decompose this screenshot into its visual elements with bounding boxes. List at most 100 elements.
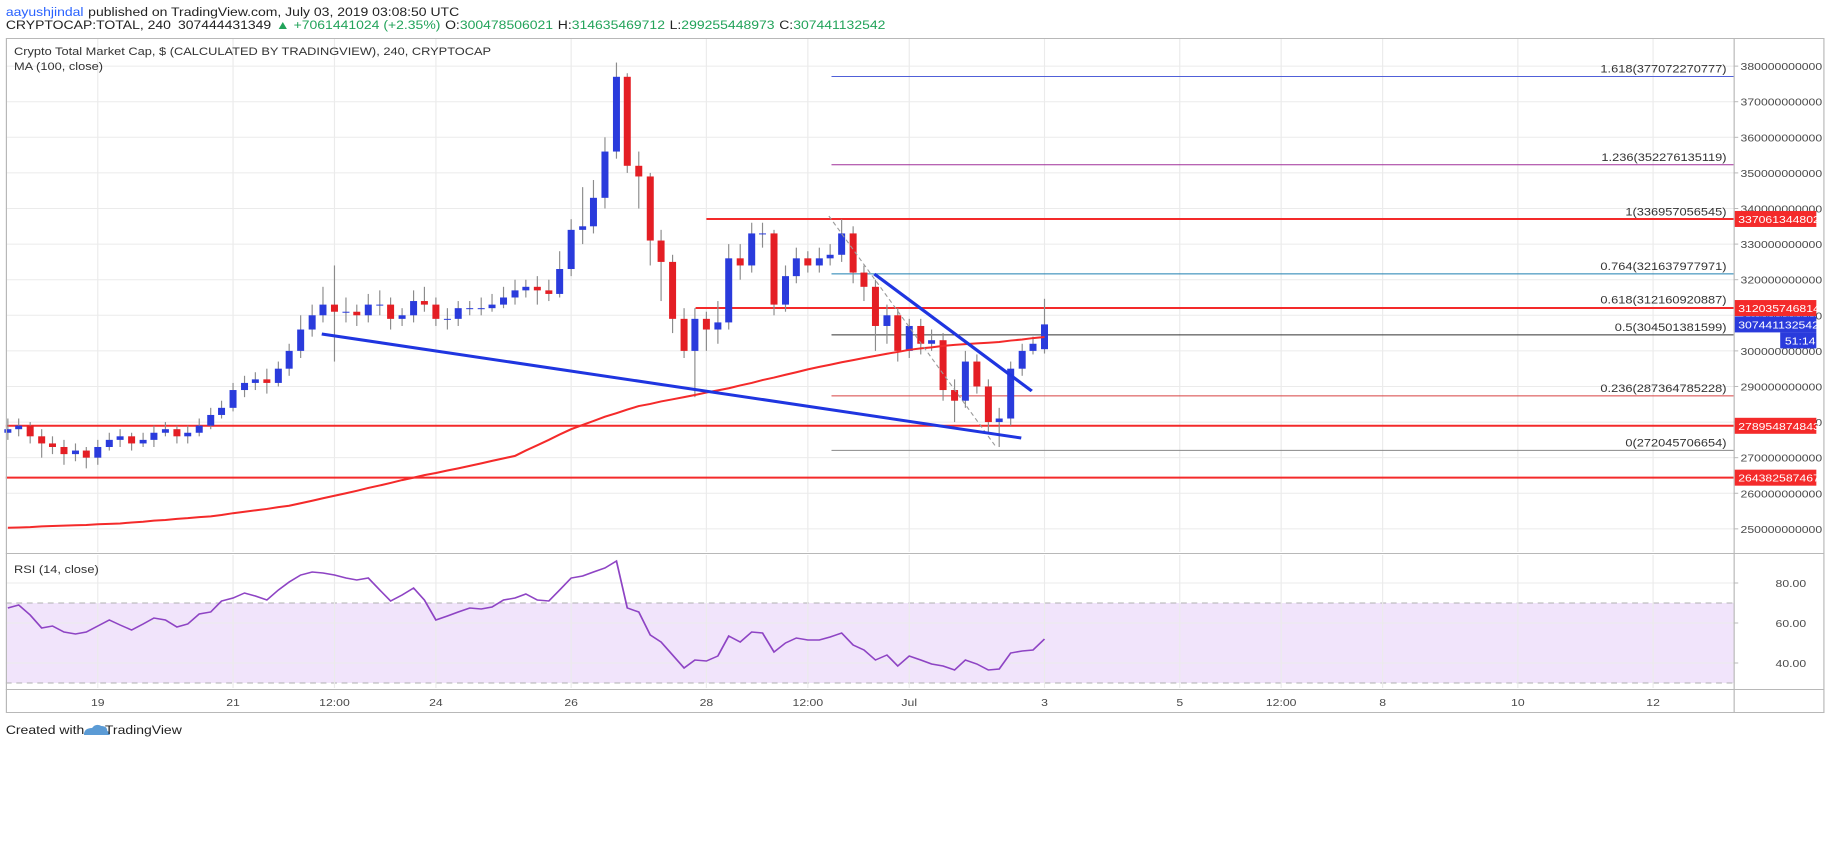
- level-tag: [1734, 417, 1817, 434]
- x-tick-label: 5: [1176, 698, 1183, 709]
- candle-body: [82, 450, 90, 458]
- candle-body: [330, 304, 338, 312]
- y-tick-label: 60.00: [1776, 619, 1807, 630]
- candle-body: [522, 286, 530, 291]
- candle-body: [612, 76, 620, 152]
- price-label: 307441132542: [1738, 320, 1819, 331]
- y-tick-label: 320000000000: [1741, 275, 1823, 286]
- countdown-tag: [1780, 332, 1817, 349]
- candle-body: [229, 390, 237, 408]
- candle-body: [94, 446, 102, 458]
- candle-body: [579, 226, 587, 230]
- x-tick-label: 26: [564, 698, 578, 709]
- x-tick-label: 10: [1511, 698, 1525, 709]
- candle-body: [1018, 350, 1026, 369]
- candle-body: [297, 329, 305, 351]
- rsi-band: [5, 603, 1734, 683]
- candle-body: [454, 308, 462, 319]
- candle-body: [714, 322, 722, 330]
- candle-body: [601, 151, 609, 198]
- candle-body: [38, 436, 46, 444]
- candle-body: [26, 425, 34, 437]
- candle-body: [623, 76, 631, 166]
- candle-body: [826, 254, 834, 259]
- candle-body: [116, 436, 124, 440]
- price-tag: [1734, 316, 1817, 333]
- x-tick-label: 12:00: [319, 698, 350, 709]
- x-tick-label: 8: [1379, 698, 1386, 709]
- candle-body: [849, 233, 857, 273]
- candle-body: [342, 311, 350, 313]
- candle-body: [691, 318, 699, 351]
- x-tick-label: 19: [91, 698, 105, 709]
- candle-body: [748, 233, 756, 266]
- level-layer: [5, 217, 1734, 479]
- brand-logo: [83, 724, 110, 735]
- x-tick-label: 12:00: [1266, 698, 1297, 709]
- level-tag: [1734, 300, 1817, 317]
- candle-body: [105, 439, 113, 447]
- candle-body: [883, 315, 891, 326]
- candle-body: [511, 290, 519, 298]
- x-tick-label: 3: [1041, 698, 1048, 709]
- candle-body: [477, 308, 485, 310]
- candle-body: [207, 414, 215, 426]
- candle-body: [556, 269, 564, 294]
- y-tick-label: 300000000000: [1741, 347, 1823, 358]
- ohlc-label: L:: [670, 18, 682, 32]
- candle-body: [545, 290, 553, 294]
- candle-body: [782, 276, 790, 305]
- candle-body: [860, 272, 868, 287]
- legend-entry: MA (100, close): [14, 60, 103, 73]
- candle-body: [894, 315, 902, 351]
- ohlc-label: H:: [558, 18, 572, 32]
- candle-body: [319, 304, 327, 316]
- grid-layer: [5, 38, 1734, 688]
- rsi-title: RSI (14, close): [14, 563, 99, 576]
- footer-brand[interactable]: TradingView: [105, 723, 183, 737]
- level-label: 264382587467: [1738, 473, 1820, 484]
- candle-body: [60, 446, 68, 455]
- y-tick-label: 40.00: [1776, 659, 1807, 670]
- candle-body: [939, 340, 947, 391]
- candle-body: [792, 258, 800, 277]
- ohlc-value: 299255448973: [681, 18, 774, 32]
- author[interactable]: aayushjindal: [6, 5, 84, 19]
- candle-body: [274, 368, 282, 383]
- candle-body: [308, 315, 316, 330]
- fib-label: 0.618(312160920887): [1600, 293, 1726, 306]
- candle-body: [376, 304, 384, 306]
- candle-body: [984, 386, 992, 423]
- candle-body: [161, 429, 169, 433]
- candle-body: [759, 233, 767, 235]
- ohlc-value: 300478506021: [460, 18, 553, 32]
- y-tick-label: 340000000000: [1741, 204, 1823, 215]
- frame: [5, 38, 1825, 713]
- candle-body: [995, 418, 1003, 423]
- candle-body: [702, 318, 710, 330]
- candle-body: [657, 240, 665, 262]
- ohlc-value: 314635469712: [572, 18, 665, 32]
- candle-body: [285, 350, 293, 369]
- candle-body: [353, 311, 361, 316]
- x-tick-label: 12: [1646, 698, 1660, 709]
- level-tag: [1734, 210, 1817, 227]
- candle-body: [961, 361, 969, 401]
- level-tag: [1734, 469, 1817, 486]
- candle-body: [635, 165, 643, 177]
- candle-body: [905, 325, 913, 351]
- candle-body: [443, 318, 451, 320]
- y-tick-label: 260000000000: [1741, 489, 1823, 500]
- candle-body: [195, 425, 203, 433]
- fib-label: 0.236(287364785228): [1600, 382, 1726, 395]
- fib-label: 1(336957056545): [1625, 205, 1726, 218]
- ma-line: [7, 336, 1045, 529]
- candle-body: [838, 233, 846, 255]
- candle-body: [589, 197, 597, 227]
- candle-body: [218, 407, 226, 415]
- x-tick-label: Jul: [901, 698, 917, 709]
- fib-label: 1.236(352276135119): [1601, 151, 1726, 164]
- fibonacci-layer: 1.618(377072270777) 1.236(352276135119) 1(…: [831, 62, 1734, 451]
- candle-body: [173, 429, 181, 437]
- candle-body: [973, 361, 981, 387]
